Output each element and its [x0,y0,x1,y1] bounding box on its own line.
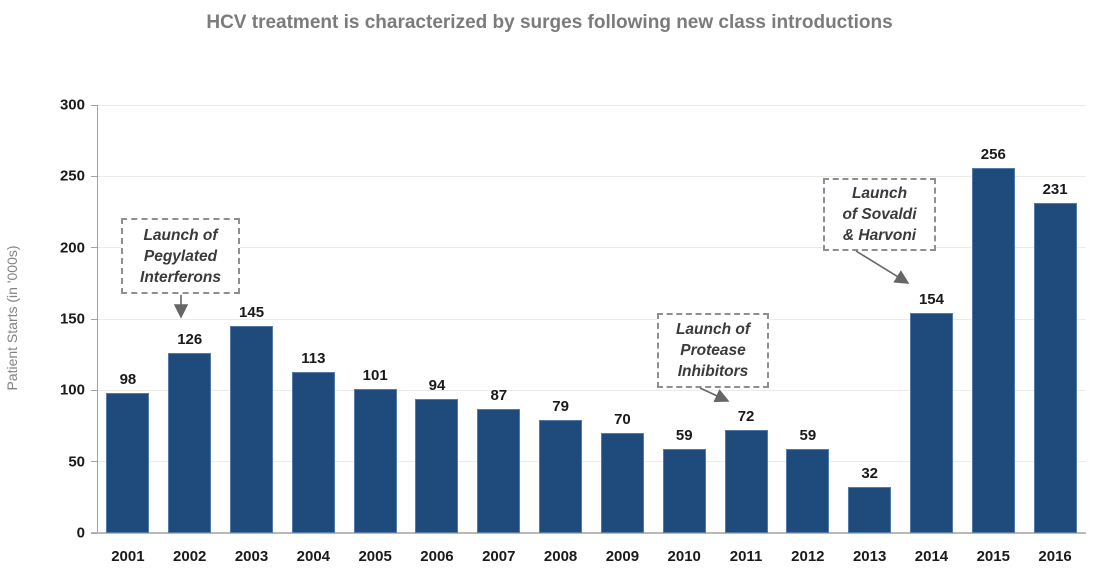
x-tick-label-2011: 2011 [729,548,763,565]
bar-2009 [600,433,644,533]
gridline-150 [98,318,1086,320]
bar-value-label-2015: 256 [980,145,1006,163]
gridline-50 [98,461,1086,463]
bar-value-label-2003: 145 [239,304,265,322]
gridline-300 [98,104,1086,106]
y-tick-label-250: 250 [59,167,85,185]
bar-2007 [477,408,521,533]
bar-value-label-2004: 113 [301,349,326,367]
bar-value-label-2010: 59 [675,426,693,444]
annotation-line: Interferons [140,268,221,286]
x-tick-label-2015: 2015 [976,548,1010,565]
gridline-100 [98,389,1086,391]
gridline-250 [98,175,1086,177]
x-tick-label-2007: 2007 [482,548,516,565]
y-tick-label-50: 50 [68,453,85,471]
y-tick-label-300: 300 [59,96,85,114]
x-axis-line [91,532,1086,534]
y-tick-label-150: 150 [59,310,85,328]
y-tick-label-0: 0 [76,524,85,542]
bar-2005 [353,388,397,533]
y-axis-title: Patient Starts (in '000s) [4,245,20,391]
bar-value-label-2008: 79 [552,398,569,416]
annotation-line: & Harvoni [842,227,917,244]
x-tick-label-2001: 2001 [111,548,145,565]
annotation-launch-sovaldi-harvoni: Launch of Sovaldi & Harvoni [823,178,936,251]
bar-value-label-2007: 87 [490,386,508,404]
bar-value-label-2016: 231 [1042,181,1068,199]
x-tick-label-2008: 2008 [543,548,578,565]
bar-2006 [415,398,459,533]
annotation-line: Launch [851,185,908,202]
annotation-line: Launch of [675,321,751,338]
bar-value-label-2012: 59 [799,426,817,444]
y-tick-mark [91,461,97,463]
bar-value-label-2011: 72 [737,408,755,426]
bar-2010 [662,448,706,533]
bar-value-label-2009: 70 [614,411,631,429]
annotation-launch-protease-inhibitors: Launch of Protease Inhibitors [657,313,769,388]
y-axis-line [97,105,98,533]
annotation-line: of Sovaldi [842,206,917,223]
x-tick-label-2004: 2004 [296,548,331,565]
chart-title: HCV treatment is characterized by surges… [206,12,893,33]
bar-value-label-2013: 32 [861,465,878,483]
annotation-line: Launch of [143,226,218,244]
bar-2012 [786,448,830,533]
bar-2011 [724,430,768,533]
annotation-line: Pegylated [143,247,218,265]
plot-area: 0 50 100 150 200 250 300 98 2001 126 2002 145 2003 11… [60,97,1086,565]
x-tick-label-2005: 2005 [358,548,392,565]
x-tick-label-2014: 2014 [914,548,949,565]
y-tick-mark [91,247,97,249]
x-tick-label-2012: 2012 [791,548,825,565]
bar-2002 [168,353,212,533]
x-tick-label-2003: 2003 [234,548,269,565]
annotation-launch-pegylated-interferons: Launch of Pegylated Interferons [121,218,240,294]
bar-2008 [539,420,583,533]
x-tick-label-2013: 2013 [852,548,887,565]
bar-value-label-2002: 126 [177,331,203,349]
y-tick-label-200: 200 [59,239,85,257]
bar-value-label-2001: 98 [119,371,137,389]
bar-2013 [848,487,892,533]
bar-2016 [1033,203,1077,533]
bar-2001 [106,393,150,533]
y-tick-mark [91,175,97,177]
annotation-line: Protease [680,342,746,359]
y-tick-label-100: 100 [59,381,85,399]
y-tick-mark [91,532,97,534]
y-tick-mark [91,389,97,391]
bar-2014 [909,313,953,533]
annotation-line: Inhibitors [677,363,749,380]
y-tick-mark [91,104,97,106]
y-tick-mark [91,318,97,320]
x-tick-label-2010: 2010 [667,548,701,565]
x-tick-label-2016: 2016 [1038,548,1072,565]
x-tick-label-2002: 2002 [173,548,207,565]
bar-value-label-2005: 101 [362,366,388,384]
bar-2015 [971,167,1015,533]
bar-value-label-2006: 94 [428,376,446,394]
bar-2004 [291,371,335,533]
x-tick-label-2006: 2006 [420,548,454,565]
bar-value-label-2014: 154 [918,291,944,309]
x-tick-label-2009: 2009 [605,548,640,565]
gridline-200 [98,247,1086,249]
bar-2003 [230,326,274,533]
